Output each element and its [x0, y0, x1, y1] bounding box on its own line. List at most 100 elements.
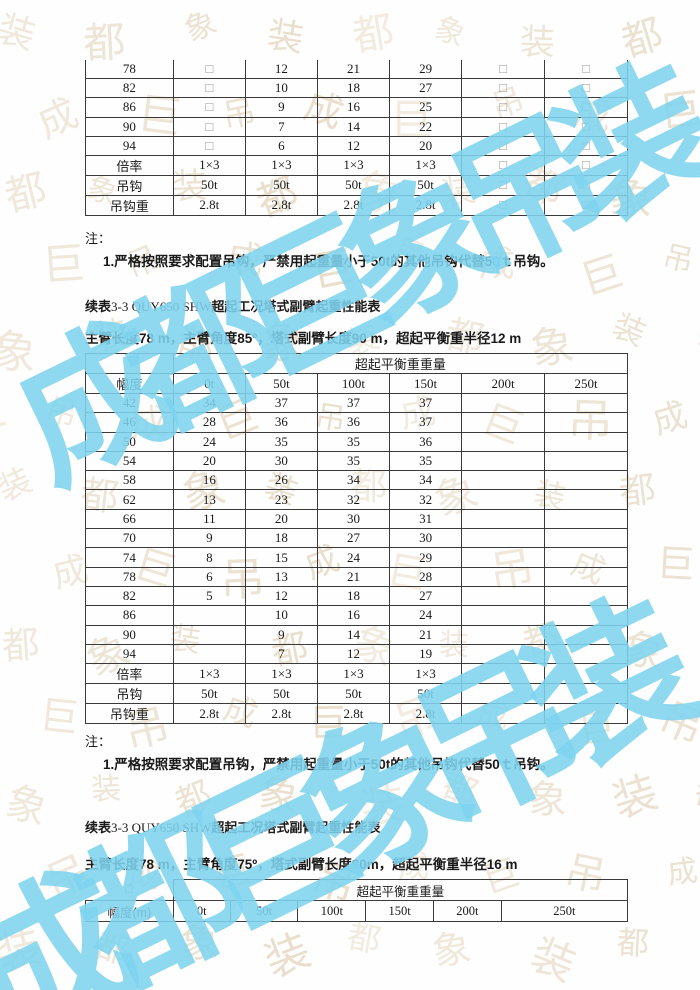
table-row: 78 □ 12 21 29 □ □: [85, 60, 628, 80]
table2-span-row: 超起平衡重重量: [85, 353, 629, 374]
cell-150t: 20: [389, 135, 463, 156]
cell-0t: 2.8t: [172, 194, 246, 216]
cell-100t: 27: [316, 528, 391, 549]
note2-index: 1.: [103, 757, 115, 772]
cell-250t: □: [544, 174, 628, 196]
table-row: 86 □ 9 16 25 □ □: [85, 97, 628, 118]
caption3-prefix: 续表: [85, 820, 112, 835]
cell-50t: 12: [244, 585, 318, 607]
cell-250t: [544, 605, 628, 626]
cell-200t: [461, 547, 546, 568]
row-label: 50: [85, 431, 174, 452]
note1-item: 1.严格按照要求配置吊钩，严禁用起重量小于50t的其他吊钩代替50ｔ吊钩。: [103, 250, 648, 271]
cell-0t: 8: [172, 547, 246, 568]
row-label: 94: [85, 135, 174, 156]
table-row: 倍率 1×3 1×3 1×3 1×3: [85, 663, 628, 685]
cell-100t: 16: [316, 97, 391, 118]
table-row: 90 9 14 21: [85, 624, 628, 645]
cell-150t: 37: [389, 412, 463, 433]
cell-0t: 6: [172, 566, 246, 587]
cell-0t: □: [172, 78, 246, 99]
cell-50t: 10: [244, 78, 318, 99]
note2-text: 严格按照要求配置吊钩，严禁用起重量小于50t的其他吊钩代替50ｔ吊钩。: [114, 757, 554, 772]
load-table-85deg: 超起平衡重重量 幅度 0t 50t 100t 150t 200t 250t 42…: [85, 353, 629, 725]
row-label: 82: [85, 78, 174, 99]
cell-100t: 34: [316, 470, 391, 491]
cell-150t: 25: [389, 97, 463, 118]
table-row: 吊钩重 2.8t 2.8t 2.8t 2.8t: [85, 703, 628, 725]
radius-header: 幅度: [85, 373, 174, 394]
cell-250t: □: [544, 194, 628, 216]
row-label-param: 吊钩重: [85, 703, 174, 725]
row-label: 86: [85, 605, 174, 626]
subcaption3: 主臂长度78 m，主臂角度75º，塔式副臂长度90m，超起平衡重半径16 m: [85, 857, 518, 872]
row-label: 54: [85, 450, 174, 472]
row-label: 42: [85, 392, 174, 414]
cell-100t: 24: [316, 547, 391, 568]
cell-0t: □: [172, 116, 246, 137]
col-header-0t: 0t: [172, 900, 231, 922]
note1-text: 严格按照要求配置吊钩，严禁用起重量小于50t的其他吊钩代替50ｔ吊钩。: [114, 254, 554, 269]
cell-50t: 9: [244, 97, 318, 118]
cell-200t: □: [461, 78, 546, 99]
cell-250t: [544, 412, 628, 433]
cell-100t: 36: [316, 412, 391, 433]
cell-100t: 14: [316, 116, 391, 137]
cell-0t: 28: [172, 412, 246, 433]
table-row: 46 28 36 36 37: [85, 412, 628, 433]
cell-200t: [461, 605, 546, 626]
cell-100t: 12: [316, 643, 391, 665]
cell-50t: 1×3: [244, 154, 318, 176]
cell-200t: □: [461, 116, 546, 137]
cell-200t: [461, 412, 546, 433]
cell-100t: 14: [316, 624, 391, 645]
cell-0t: 5: [172, 585, 246, 607]
caption3: 续表3-3 QUY650 SHW超起工况塔式副臂起重性能表: [85, 817, 380, 836]
row-label: 94: [85, 643, 174, 665]
cell-250t: □: [544, 135, 628, 156]
cell-100t: 2.8t: [316, 194, 391, 216]
cell-150t: 27: [389, 78, 463, 99]
cell-0t: 50t: [172, 683, 246, 705]
cell-0t: 16: [172, 470, 246, 491]
table-row: 78 6 13 21 28: [85, 566, 628, 587]
cell-250t: [544, 624, 628, 645]
cell-0t: 2.8t: [172, 703, 246, 725]
col-header-250t: 250t: [500, 900, 629, 922]
cell-50t: 2.8t: [244, 703, 318, 725]
cell-50t: 15: [244, 547, 318, 568]
cell-0t: 13: [172, 489, 246, 510]
cell-200t: □: [461, 60, 546, 80]
col-header-100t: 100t: [297, 900, 367, 922]
cell-0t: 50t: [172, 174, 246, 196]
table3-column-header-row: 幅度(m) 0t 50t 100t 150t 200t 250t: [85, 900, 629, 922]
row-label: 62: [85, 489, 174, 510]
col-header-50t: 50t: [244, 373, 318, 394]
continued-load-table-85deg: 78 □ 12 21 29 □ □ 82 □ 10 18 27 □: [85, 60, 628, 216]
table-row: 70 9 18 27 30: [85, 528, 628, 549]
cell-100t: 1×3: [316, 663, 391, 685]
cell-150t: 50t: [389, 683, 463, 705]
cell-50t: 37: [244, 392, 318, 414]
cell-100t: 37: [316, 392, 391, 414]
cell-150t: 50t: [389, 174, 463, 196]
cell-150t: 29: [389, 547, 463, 568]
cell-200t: [461, 450, 546, 472]
col-header-0t: 0t: [172, 373, 246, 394]
col-header-200t: 200t: [432, 900, 502, 922]
row-label-hook-weight: 吊钩重: [85, 194, 174, 216]
row-label: 78: [85, 60, 174, 80]
cell-100t: 16: [316, 605, 391, 626]
cell-200t: [461, 508, 546, 530]
table-row: 74 8 15 24 29: [85, 547, 628, 568]
cell-100t: 12: [316, 135, 391, 156]
cell-200t: □: [461, 135, 546, 156]
cell-150t: 32: [389, 489, 463, 510]
row-label: 82: [85, 585, 174, 607]
cell-200t: [461, 431, 546, 452]
cell-50t: 50t: [244, 683, 318, 705]
subcaption2: 主臂长度78 m，主臂角度85º，塔式副臂长度90 m，超起平衡重半径12 m: [85, 331, 522, 346]
note1-index: 1.: [103, 254, 115, 269]
counterweight-span-title: 超起平衡重重量: [172, 879, 629, 901]
